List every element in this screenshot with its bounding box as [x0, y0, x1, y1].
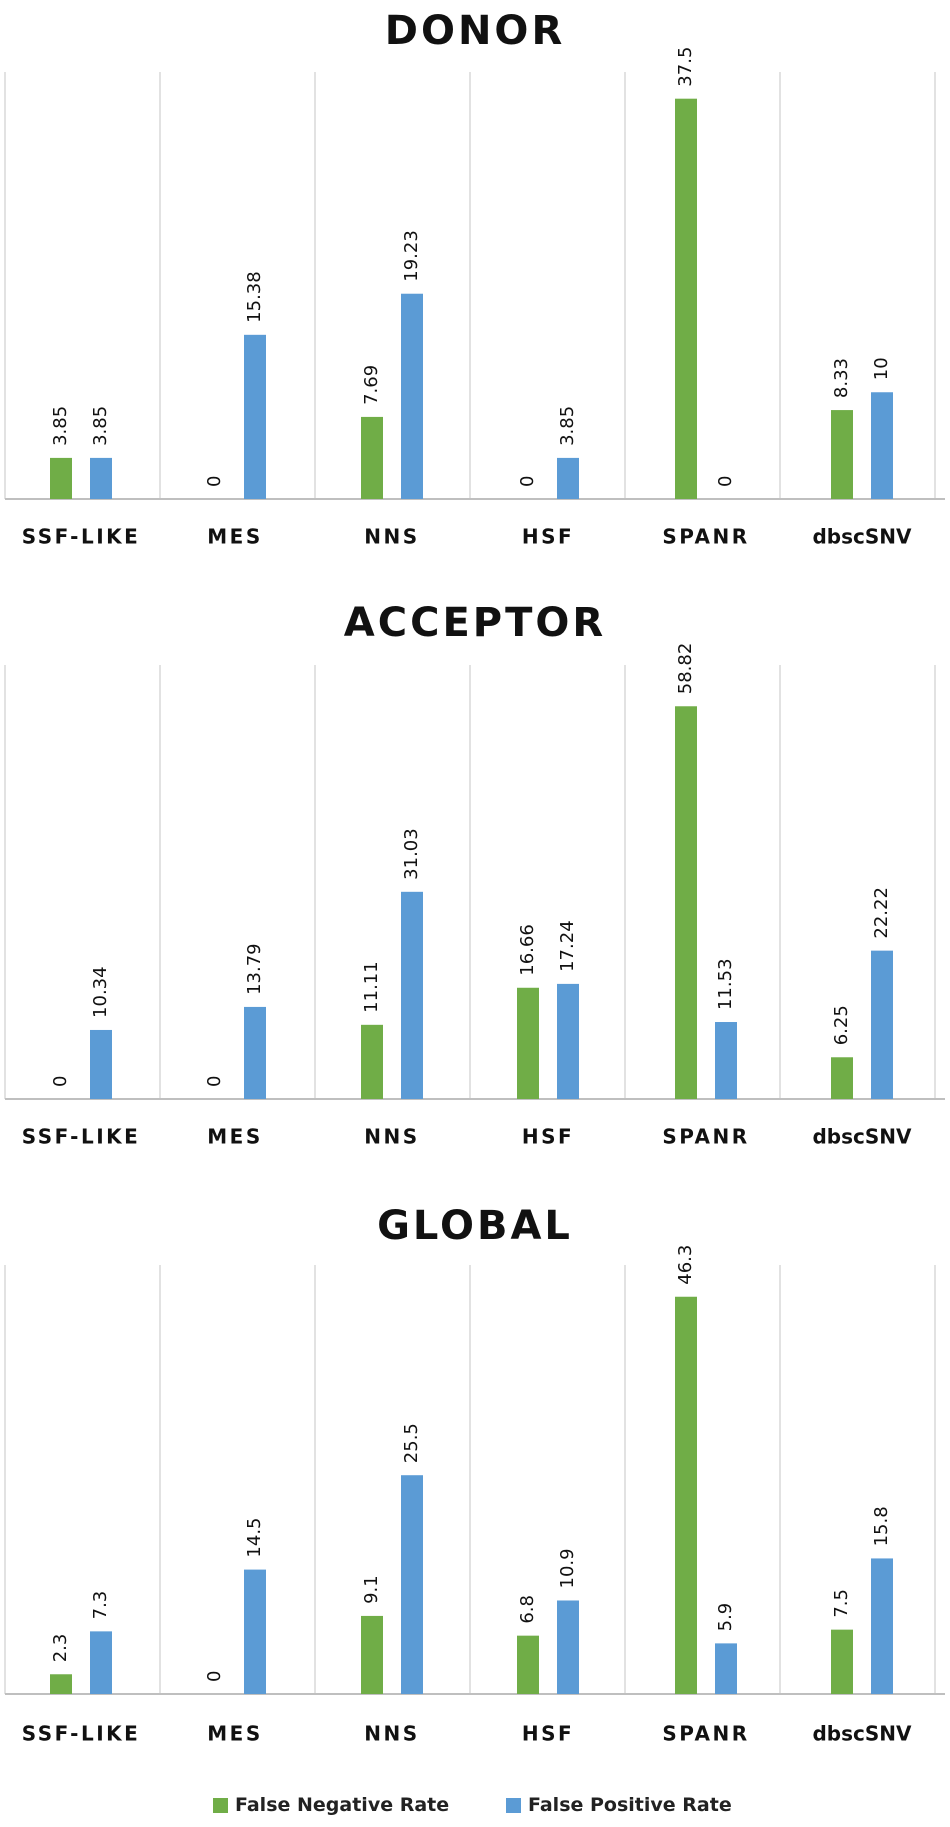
donor-fpr-value-label: 3.85: [90, 406, 111, 446]
global-fnr-value-label: 9.1: [361, 1575, 382, 1604]
donor-fpr-value-label: 3.85: [557, 406, 578, 446]
donor-fpr-value-label: 10: [871, 357, 892, 380]
donor-category-label: SSF-LIKE: [22, 525, 141, 549]
global-fnr-value-label: 46.3: [675, 1245, 696, 1285]
acceptor-category-label: SPANR: [662, 1125, 749, 1149]
acceptor-fpr-value-label: 31.03: [401, 828, 422, 880]
global-fpr-value-label: 5.9: [715, 1603, 736, 1632]
donor-fnr-bar-nns: [361, 416, 383, 499]
legend-label-false-positive: False Positive Rate: [528, 1794, 732, 1816]
acceptor-category-label: HSF: [522, 1125, 574, 1149]
global-fnr-bar-hsf: [517, 1635, 539, 1694]
legend-swatch-false-positive: [506, 1797, 521, 1813]
acceptor-fpr-bar-spanr: [715, 1022, 737, 1099]
global-fpr-value-label: 14.5: [244, 1518, 265, 1558]
global-fnr-value-label: 0: [204, 1671, 225, 1682]
donor-fpr-bar-hsf: [557, 457, 579, 499]
acceptor-fpr-value-label: 11.53: [715, 958, 736, 1010]
acceptor-fnr-value-label: 0: [50, 1076, 71, 1087]
donor-fpr-bar-mes: [244, 334, 266, 499]
global-chart-title: GLOBAL: [377, 1203, 573, 1249]
donor-fnr-bar-dbscsnv: [831, 410, 853, 499]
acceptor-fnr-value-label: 16.66: [517, 924, 538, 976]
global-fnr-value-label: 7.5: [831, 1589, 852, 1618]
acceptor-category-label: dbscSNV: [812, 1125, 912, 1149]
donor-category-label: MES: [207, 525, 262, 549]
legend-item-false-negative: False Negative Rate: [213, 1790, 449, 1820]
global-fnr-bar-spanr: [675, 1296, 697, 1694]
donor-fnr-value-label: 7.69: [361, 365, 382, 405]
charts-canvas: DONOR SSF-LIKE 3.85 3.85 MES 0 15.38 NNS 7.69 19.…: [4, 8, 945, 1746]
acceptor-fnr-bar-nns: [361, 1024, 383, 1099]
donor-category-label: HSF: [522, 525, 574, 549]
global-fpr-bar-mes: [244, 1569, 266, 1694]
acceptor-fpr-value-label: 13.79: [244, 943, 265, 995]
global-category-label: MES: [207, 1722, 262, 1746]
global-category-label: HSF: [522, 1722, 574, 1746]
global-fpr-bar-ssf-like: [90, 1631, 112, 1694]
donor-fnr-value-label: 8.33: [831, 358, 852, 398]
global-category-label: NNS: [364, 1722, 419, 1746]
global-fpr-value-label: 7.3: [90, 1591, 111, 1620]
donor-fpr-bar-nns: [401, 293, 423, 499]
legend-swatch-false-negative: [213, 1797, 228, 1813]
global-fpr-value-label: 10.9: [557, 1548, 578, 1588]
donor-fnr-value-label: 0: [204, 476, 225, 487]
global-fpr-bar-nns: [401, 1475, 423, 1694]
acceptor-fnr-value-label: 6.25: [831, 1005, 852, 1045]
global-fpr-value-label: 25.5: [401, 1423, 422, 1463]
donor-fpr-bar-ssf-like: [90, 457, 112, 499]
global-fnr-value-label: 2.3: [50, 1634, 71, 1663]
donor-fnr-value-label: 3.85: [50, 406, 71, 446]
legend-label-false-negative: False Negative Rate: [235, 1794, 450, 1816]
acceptor-fpr-value-label: 22.22: [871, 887, 892, 939]
global-fpr-value-label: 15.8: [871, 1506, 892, 1546]
acceptor-category-label: NNS: [364, 1125, 419, 1149]
acceptor-fnr-bar-hsf: [517, 987, 539, 1099]
acceptor-fpr-value-label: 10.34: [90, 966, 111, 1018]
acceptor-fpr-value-label: 17.24: [557, 920, 578, 972]
global-category-label: dbscSNV: [812, 1722, 912, 1746]
global-category-label: SPANR: [662, 1722, 749, 1746]
donor-category-label: NNS: [364, 525, 419, 549]
acceptor-fnr-bar-spanr: [675, 706, 697, 1099]
acceptor-fpr-bar-nns: [401, 891, 423, 1099]
global-fpr-bar-hsf: [557, 1600, 579, 1694]
donor-category-label: SPANR: [662, 525, 749, 549]
donor-category-label: dbscSNV: [812, 525, 912, 549]
acceptor-fpr-bar-hsf: [557, 983, 579, 1099]
global-fnr-bar-dbscsnv: [831, 1629, 853, 1694]
acceptor-fnr-value-label: 11.11: [361, 961, 382, 1013]
acceptor-chart-title: ACCEPTOR: [344, 600, 606, 646]
donor-fpr-bar-dbscsnv: [871, 392, 893, 499]
global-fnr-value-label: 6.8: [517, 1595, 538, 1624]
acceptor-fnr-bar-dbscsnv: [831, 1057, 853, 1099]
donor-chart-title: DONOR: [385, 8, 566, 54]
global-category-label: SSF-LIKE: [22, 1722, 141, 1746]
legend-item-false-positive: False Positive Rate: [506, 1790, 732, 1820]
global-fpr-bar-spanr: [715, 1643, 737, 1694]
acceptor-fnr-value-label: 0: [204, 1076, 225, 1087]
global-fnr-bar-ssf-like: [50, 1674, 72, 1694]
acceptor-category-label: SSF-LIKE: [22, 1125, 141, 1149]
donor-fpr-value-label: 0: [715, 476, 736, 487]
global-fpr-bar-dbscsnv: [871, 1558, 893, 1694]
donor-fnr-value-label: 37.5: [675, 47, 696, 87]
chart-legend: False Negative Rate False Positive Rate: [0, 1790, 950, 1820]
donor-fpr-value-label: 15.38: [244, 271, 265, 323]
acceptor-fpr-bar-dbscsnv: [871, 950, 893, 1099]
acceptor-category-label: MES: [207, 1125, 262, 1149]
acceptor-fpr-bar-mes: [244, 1006, 266, 1099]
acceptor-fpr-bar-ssf-like: [90, 1029, 112, 1099]
donor-fnr-bar-ssf-like: [50, 457, 72, 499]
global-fnr-bar-nns: [361, 1615, 383, 1694]
donor-fnr-value-label: 0: [517, 476, 538, 487]
donor-fpr-value-label: 19.23: [401, 230, 422, 282]
acceptor-fnr-value-label: 58.82: [675, 643, 696, 695]
donor-fnr-bar-spanr: [675, 98, 697, 499]
